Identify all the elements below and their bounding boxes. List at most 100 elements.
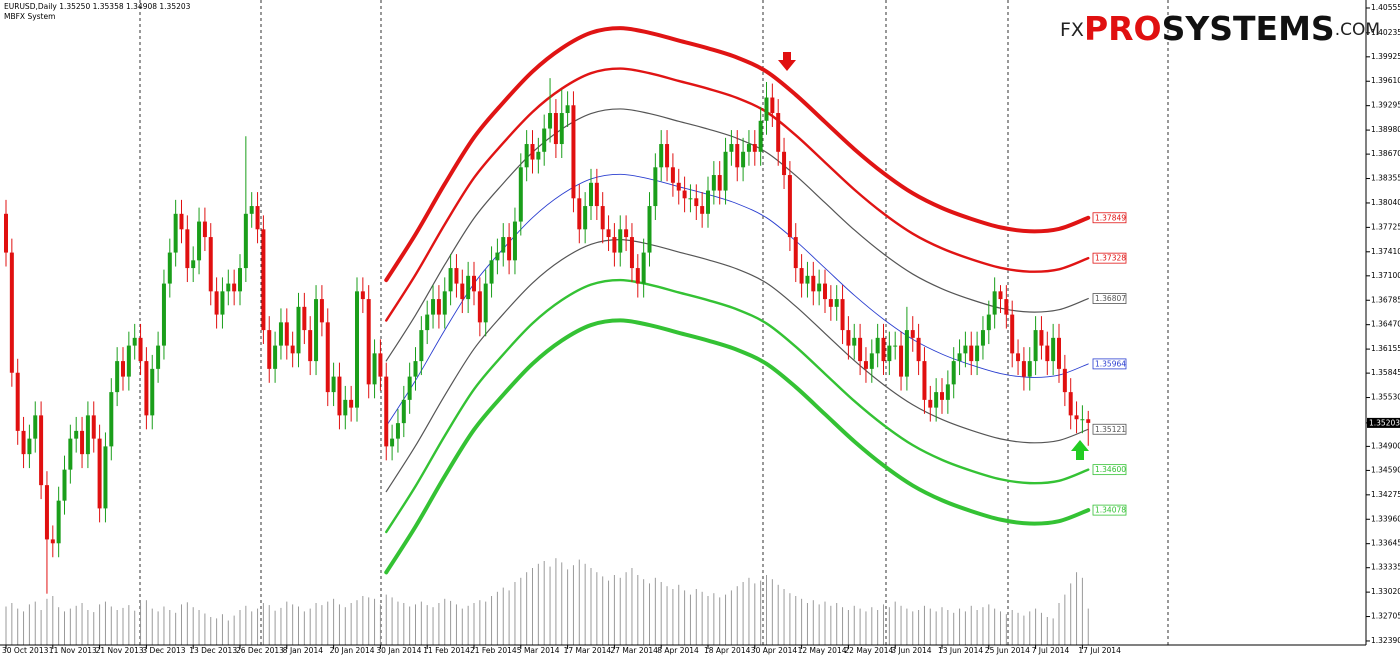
volume-bar <box>918 610 920 645</box>
candle-body <box>986 314 991 331</box>
volume-bar <box>912 611 914 645</box>
candle-body <box>401 399 406 424</box>
candle-body <box>121 361 125 377</box>
volume-bar <box>941 607 943 645</box>
candle-body <box>589 182 593 207</box>
candle-body <box>115 361 120 393</box>
candle-body <box>91 415 96 439</box>
candle-body <box>542 128 547 152</box>
volume-bar <box>865 611 867 645</box>
candle-body <box>840 299 845 331</box>
volume-bar <box>1046 617 1048 645</box>
candle-body <box>296 306 301 354</box>
volume-bar <box>555 558 557 645</box>
candle-body <box>893 345 898 347</box>
volume-bar <box>169 610 171 645</box>
candle-body <box>641 252 646 284</box>
x-tick-label: 13 Dec 2013 <box>189 646 237 655</box>
candle-body <box>85 415 90 455</box>
candle-body <box>407 376 412 400</box>
candle-body <box>823 283 827 300</box>
candle-body <box>612 237 617 253</box>
candle-body <box>1033 330 1038 362</box>
volume-bar <box>245 605 247 645</box>
band-label: 1.35964 <box>1095 359 1126 368</box>
candle-body <box>366 299 371 385</box>
x-tick-label: 21 Nov 2013 <box>96 646 144 655</box>
candle-body <box>343 399 348 416</box>
candle-body <box>682 190 687 199</box>
volume-bar <box>742 582 744 645</box>
candle-body <box>559 113 564 145</box>
candle-body <box>659 144 664 168</box>
candle-body <box>255 206 260 230</box>
volume-bar <box>678 584 680 645</box>
candle-body <box>869 353 874 369</box>
candle-body <box>197 221 202 261</box>
volume-bar <box>292 604 294 645</box>
candle-body <box>670 167 675 183</box>
candle-body <box>770 97 775 114</box>
candle-body <box>314 299 319 362</box>
watermark-brand: PRO <box>1084 9 1162 48</box>
candle-body <box>319 299 324 323</box>
volume-bar <box>58 607 60 645</box>
volume-bar <box>719 597 721 645</box>
candle-body <box>834 299 839 307</box>
volume-bar <box>298 606 299 645</box>
candle-body <box>161 283 166 346</box>
x-tick-label: 26 Dec 2013 <box>236 646 284 655</box>
candle-body <box>858 337 863 362</box>
candle-body <box>811 275 816 292</box>
volume-bar <box>438 603 440 645</box>
volume-bar <box>1076 572 1078 645</box>
volume-bar <box>923 605 925 645</box>
candle-body <box>706 190 710 214</box>
candle-body <box>624 229 629 238</box>
volume-bar <box>350 603 352 645</box>
candle-body <box>156 345 161 369</box>
volume-bar <box>251 611 253 645</box>
volume-bar <box>526 572 528 645</box>
volume-bar <box>947 610 949 645</box>
candle-body <box>594 182 599 207</box>
candle-body <box>945 384 950 400</box>
candle-body <box>1068 392 1073 416</box>
x-tick-label: 20 Jan 2014 <box>330 646 375 655</box>
volume-bar <box>514 582 516 645</box>
x-tick-label: 17 Mar 2014 <box>564 646 612 655</box>
volume-bar <box>99 604 101 645</box>
volume-bar <box>34 601 36 645</box>
candle-body <box>109 392 114 447</box>
candle-body <box>50 539 55 544</box>
candle-body <box>975 345 980 362</box>
volume-bar <box>608 580 610 645</box>
band-label-box <box>1092 293 1127 304</box>
volume-bar <box>1017 612 1019 645</box>
volume-bar <box>81 603 83 645</box>
volume-bar <box>888 607 890 645</box>
volume-bar <box>455 604 457 645</box>
buy-signal-arrow <box>1071 440 1089 460</box>
candle-body <box>395 423 400 439</box>
candle-body <box>524 144 529 168</box>
band-line <box>385 278 1090 534</box>
volume-bar <box>625 572 627 645</box>
y-tick-label: 1.40235 <box>1371 28 1400 37</box>
candle-body <box>776 113 781 152</box>
y-tick-label: 1.37725 <box>1371 222 1400 231</box>
candle-body <box>957 353 962 362</box>
candle-body <box>922 361 927 400</box>
volume-bar <box>900 605 902 645</box>
volume-bar <box>28 604 30 645</box>
volume-bar <box>198 610 200 645</box>
candle-body <box>694 198 699 207</box>
candle-body <box>308 330 313 362</box>
candle-body <box>928 399 933 408</box>
candle-body <box>618 229 623 253</box>
y-tick-label: 1.38670 <box>1371 149 1400 158</box>
volume-bar <box>420 601 422 645</box>
x-tick-label: 27 Mar 2014 <box>610 646 658 655</box>
volume-bar <box>473 603 475 645</box>
